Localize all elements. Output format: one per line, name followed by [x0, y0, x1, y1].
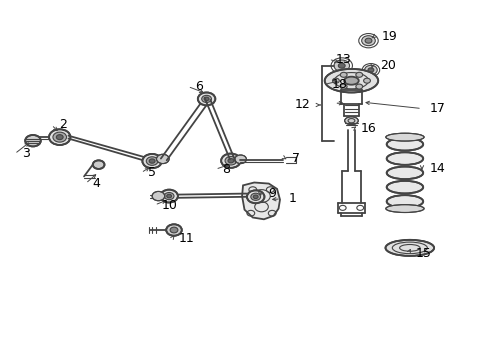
Ellipse shape [386, 195, 422, 208]
Text: 17: 17 [428, 102, 444, 115]
Ellipse shape [386, 138, 422, 150]
Circle shape [253, 195, 258, 199]
Text: 7: 7 [291, 152, 300, 165]
Circle shape [164, 193, 174, 200]
Circle shape [234, 155, 246, 163]
Circle shape [364, 65, 376, 75]
Ellipse shape [344, 117, 358, 125]
Text: 11: 11 [179, 233, 194, 246]
Circle shape [166, 224, 182, 236]
Text: 2: 2 [59, 118, 66, 131]
Circle shape [156, 154, 169, 163]
Circle shape [53, 132, 66, 142]
Circle shape [149, 159, 155, 163]
Text: 12: 12 [294, 99, 309, 112]
Circle shape [152, 192, 164, 201]
Ellipse shape [386, 152, 422, 165]
Text: 1: 1 [287, 193, 296, 206]
Circle shape [221, 154, 240, 168]
Circle shape [49, 129, 70, 145]
Circle shape [25, 135, 41, 147]
Circle shape [355, 84, 362, 89]
Text: 6: 6 [195, 80, 203, 93]
Circle shape [198, 93, 215, 105]
Circle shape [333, 60, 349, 71]
Text: 10: 10 [162, 198, 177, 212]
Text: 14: 14 [428, 162, 444, 175]
Circle shape [246, 190, 264, 203]
Text: 16: 16 [360, 122, 375, 135]
Text: 19: 19 [381, 30, 397, 43]
Text: 5: 5 [148, 166, 156, 179]
Circle shape [355, 72, 362, 77]
Circle shape [361, 36, 374, 46]
Circle shape [201, 95, 211, 103]
Ellipse shape [385, 204, 423, 212]
Circle shape [340, 72, 346, 77]
Circle shape [367, 68, 373, 72]
Polygon shape [242, 183, 280, 219]
Circle shape [146, 157, 158, 165]
Text: 15: 15 [415, 247, 430, 260]
Ellipse shape [324, 69, 377, 93]
Text: 8: 8 [222, 163, 230, 176]
Text: 18: 18 [331, 78, 347, 91]
Ellipse shape [386, 167, 422, 179]
Text: 4: 4 [93, 177, 101, 190]
Circle shape [250, 193, 260, 201]
Circle shape [340, 84, 346, 89]
Circle shape [170, 227, 178, 233]
Text: 3: 3 [22, 148, 30, 161]
Ellipse shape [385, 240, 433, 256]
Circle shape [365, 38, 371, 43]
Circle shape [93, 160, 104, 169]
Ellipse shape [386, 181, 422, 193]
Circle shape [363, 78, 370, 83]
Ellipse shape [344, 77, 358, 85]
Circle shape [56, 135, 63, 140]
Circle shape [227, 158, 233, 163]
Circle shape [203, 97, 208, 101]
Text: 13: 13 [335, 53, 351, 66]
Circle shape [338, 63, 345, 68]
Text: 9: 9 [267, 187, 275, 200]
Circle shape [142, 154, 162, 168]
Ellipse shape [385, 133, 423, 141]
Circle shape [332, 78, 339, 83]
Circle shape [160, 190, 178, 203]
Circle shape [166, 194, 171, 198]
Text: 20: 20 [379, 59, 395, 72]
Circle shape [224, 157, 236, 165]
